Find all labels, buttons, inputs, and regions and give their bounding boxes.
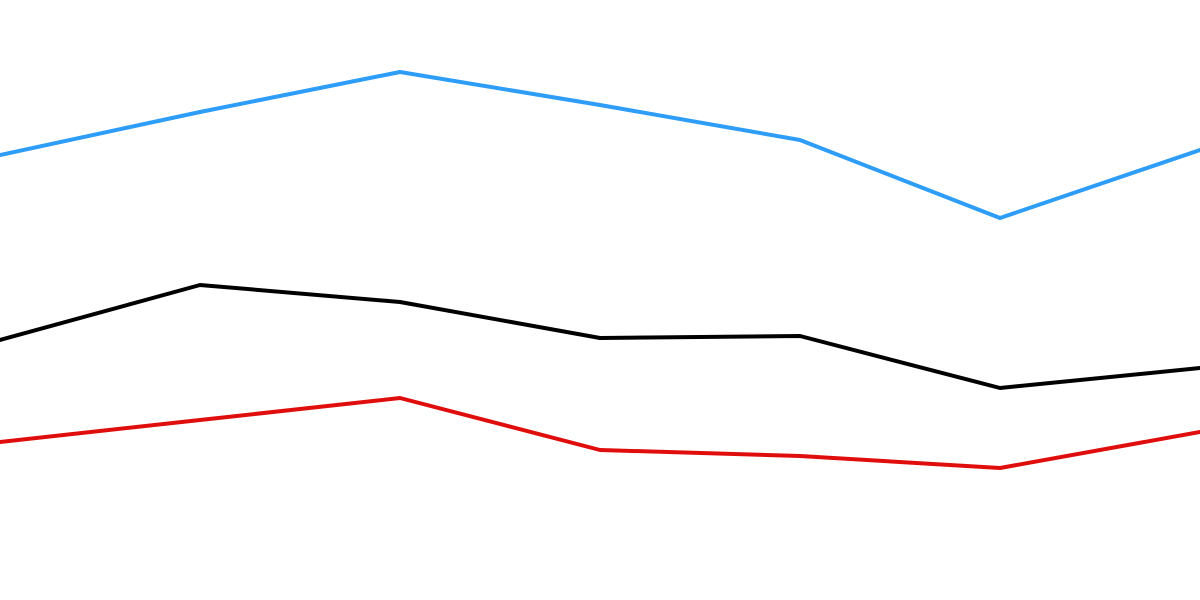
line-series-black [0,285,1200,388]
line-chart [0,0,1200,600]
line-series-blue [0,72,1200,218]
line-series-red [0,398,1200,468]
chart-svg [0,0,1200,600]
